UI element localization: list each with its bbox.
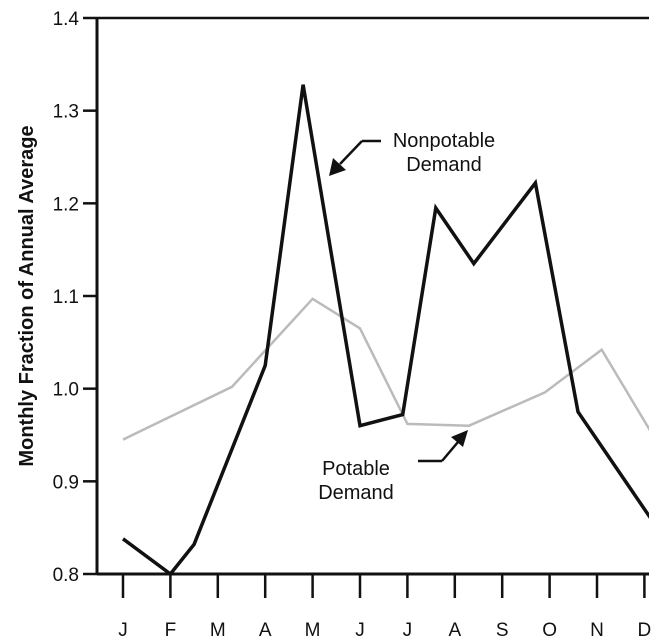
nonpotable-label: Nonpotable Demand xyxy=(393,130,495,176)
x-tick-label: M xyxy=(210,620,226,641)
x-tick-label: A xyxy=(259,620,272,641)
x-tick-label: J xyxy=(355,620,365,641)
nonpotable-label-line: Demand xyxy=(406,154,482,176)
potable-label-line: Demand xyxy=(318,482,394,504)
y-tick-label: 1.3 xyxy=(53,102,79,123)
series-layer xyxy=(121,84,649,576)
x-tick-label: J xyxy=(118,620,128,641)
x-tick-label: O xyxy=(542,620,557,641)
x-tick-label: F xyxy=(165,620,177,641)
y-tick-label: 0.8 xyxy=(53,565,79,586)
potable-label: Potable Demand xyxy=(318,458,394,504)
x-tick-label: J xyxy=(403,620,413,641)
y-tick-label: 1.2 xyxy=(53,194,79,215)
y-tick-label: 1.4 xyxy=(53,9,80,30)
y-axis: 0.8 0.9 1.0 1.1 1.2 1.3 1.4 xyxy=(53,9,97,586)
potable-label-line: Potable xyxy=(322,458,390,480)
potable-arrow-shaft xyxy=(441,441,459,462)
x-tick-label: D xyxy=(638,620,652,641)
nonpotable-demand-line xyxy=(121,84,649,576)
y-tick-label: 1.0 xyxy=(53,380,79,401)
nonpotable-label-line: Nonpotable xyxy=(393,130,495,152)
y-tick-label: 1.1 xyxy=(53,287,79,308)
x-tick-label: S xyxy=(496,620,509,641)
x-tick-label: N xyxy=(590,620,604,641)
x-tick-label: A xyxy=(448,620,461,641)
x-tick-label: M xyxy=(305,620,321,641)
y-axis-title: Monthly Fraction of Annual Average xyxy=(16,125,38,466)
nonpotable-arrowhead xyxy=(329,158,346,176)
potable-arrowhead xyxy=(451,430,468,447)
y-tick-label: 0.9 xyxy=(53,472,79,493)
nonpotable-arrow-shaft xyxy=(339,140,363,165)
potable-demand-line xyxy=(122,297,649,441)
